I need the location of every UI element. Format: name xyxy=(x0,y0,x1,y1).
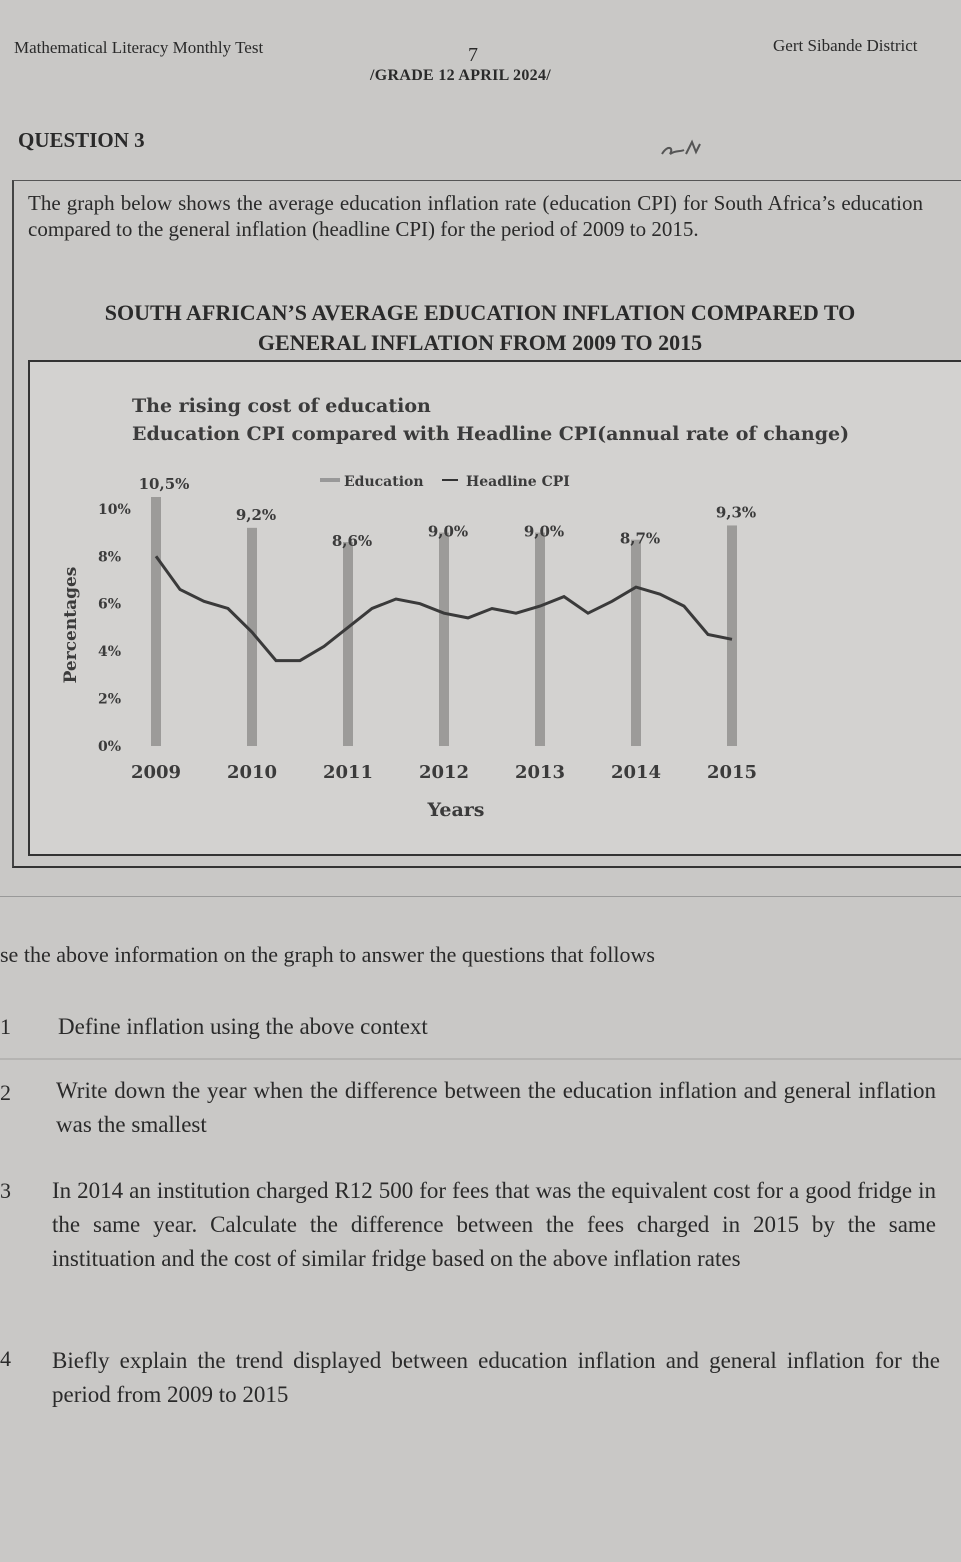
chart-heading: SOUTH AFRICAN’S AVERAGE EDUCATION INFLAT… xyxy=(30,298,930,358)
question-4-text: Biefly explain the trend displayed betwe… xyxy=(52,1348,940,1407)
education-value-label: 10,5% xyxy=(139,475,190,493)
education-bar xyxy=(151,497,161,746)
chart-heading-line1: SOUTH AFRICAN’S AVERAGE EDUCATION INFLAT… xyxy=(104,300,856,325)
question-number-3: 3 xyxy=(0,1178,11,1203)
chart-title: The rising cost of education xyxy=(132,395,431,417)
question-title: QUESTION 3 xyxy=(18,128,145,152)
x-tick-label: 2015 xyxy=(707,762,757,783)
education-bar xyxy=(247,527,257,746)
x-tick-label: 2010 xyxy=(227,762,277,783)
x-tick-label: 2013 xyxy=(515,762,565,783)
education-bar xyxy=(727,525,737,746)
education-bar xyxy=(535,532,545,746)
handwritten-mark xyxy=(661,139,701,155)
y-tick-label: 2% xyxy=(98,692,121,708)
y-tick-label: 10% xyxy=(98,502,131,518)
divider xyxy=(0,896,961,897)
education-value-label: 9,0% xyxy=(428,523,468,541)
answer-line xyxy=(0,1058,961,1060)
chart-heading-line2: GENERAL INFLATION FROM 2009 TO 2015 xyxy=(257,330,703,355)
legend-headline: Headline CPI xyxy=(466,474,570,490)
x-tick-label: 2014 xyxy=(611,762,661,783)
education-value-label: 9,3% xyxy=(716,503,756,521)
chart-subtitle: Education CPI compared with Headline CPI… xyxy=(132,423,849,445)
legend-education: Education xyxy=(344,474,424,490)
instruction-text: se the above information on the graph to… xyxy=(0,942,655,967)
x-tick-label: 2009 xyxy=(131,762,181,783)
inflation-chart: The rising cost of education Education C… xyxy=(61,395,849,821)
x-axis-label: Years xyxy=(426,799,484,821)
y-tick-label: 6% xyxy=(98,597,121,613)
education-value-label: 8,7% xyxy=(620,530,660,548)
chart-legend: Education Headline CPI xyxy=(320,474,570,490)
education-bar xyxy=(631,539,641,746)
y-tick-label: 4% xyxy=(98,644,121,660)
education-value-label: 8,6% xyxy=(332,532,372,550)
question-box xyxy=(12,180,961,868)
y-tick-label: 0% xyxy=(98,739,121,755)
question-1-text: Define inflation using the above context xyxy=(58,1014,428,1039)
page-number: 7 xyxy=(468,44,478,66)
header-district: Gert Sibande District xyxy=(773,36,918,55)
education-value-label: 9,0% xyxy=(524,523,564,541)
x-tick-label: 2012 xyxy=(419,762,469,783)
header-grade-date: /GRADE 12 APRIL 2024/ xyxy=(370,67,551,84)
education-bar xyxy=(439,532,449,746)
question-2-text: Write down the year when the difference … xyxy=(56,1078,936,1137)
question-number-2: 2 xyxy=(0,1080,11,1105)
education-value-label: 9,2% xyxy=(236,506,276,524)
question-number-1: 1 xyxy=(0,1014,11,1039)
x-tick-label: 2011 xyxy=(323,762,373,783)
y-tick-label: 8% xyxy=(98,549,121,565)
headline-cpi-line xyxy=(154,555,733,663)
question-3-text: In 2014 an institution charged R12 500 f… xyxy=(52,1178,936,1271)
question-number-4: 4 xyxy=(0,1346,11,1371)
intro-text: The graph below shows the average educat… xyxy=(28,191,923,241)
y-axis-label: Percentages xyxy=(61,567,81,684)
education-bar xyxy=(343,542,353,746)
header-test-name: Mathematical Literacy Monthly Test xyxy=(14,38,264,57)
